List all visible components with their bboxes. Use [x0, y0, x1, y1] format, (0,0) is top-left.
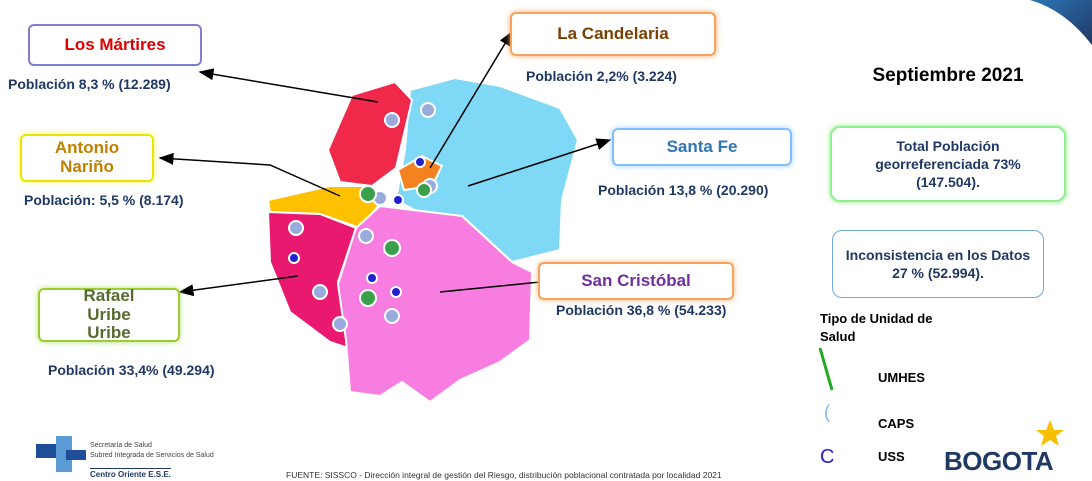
- logo-text: Centro Oriente E.S.E.: [90, 468, 171, 479]
- total-box: Total Población georreferenciada 73% (14…: [830, 126, 1066, 202]
- region-name: Rafael Uribe Uribe: [38, 286, 180, 342]
- inconsistency-box: Inconsistencia en los Datos 27 % (52.994…: [832, 230, 1044, 298]
- region-name: Santa Fe: [612, 128, 792, 166]
- star: [1036, 420, 1064, 446]
- umhes-symbol: [818, 347, 834, 391]
- period-title: Septiembre 2021: [872, 65, 1024, 86]
- region-population: Población: 5,5 % (8.174): [24, 192, 184, 208]
- region-name: La Candelaria: [510, 12, 716, 56]
- region-name: Los Mártires: [28, 24, 202, 66]
- health-unit-icons: [288, 102, 438, 332]
- map-shape: [266, 76, 580, 404]
- legend-item: USS: [878, 449, 905, 464]
- region-population: Población 8,3 % (12.289): [8, 76, 171, 92]
- legend-title: Tipo de Unidad de Salud: [820, 311, 933, 345]
- caps-symbol: (: [824, 402, 830, 422]
- region-population: Población 33,4% (49.294): [48, 362, 215, 378]
- region-population: Población 2,2% (3.224): [526, 68, 677, 84]
- pointer-arrows: [158, 30, 612, 297]
- corner-decoration: [1030, 0, 1092, 45]
- logo-text: Subred Integrada de Servicios de Salud: [90, 452, 214, 459]
- source-note: FUENTE: SISSCO - Dirección integral de g…: [286, 470, 722, 480]
- region-population: Población 13,8 % (20.290): [598, 182, 769, 198]
- region-population: Población 36,8 % (54.233): [556, 302, 727, 318]
- los-martires-area: [326, 80, 414, 188]
- logo-mark: [36, 436, 86, 472]
- city-logo: BOGOTA: [944, 446, 1054, 476]
- uss-symbol: C: [820, 446, 834, 468]
- legend-item: CAPS: [878, 416, 915, 431]
- region-name: San Cristóbal: [538, 262, 734, 300]
- logo-text: Secretaría de Salud: [90, 442, 152, 449]
- legend-item: UMHES: [878, 370, 925, 385]
- region-name: Antonio Nariño: [20, 134, 154, 182]
